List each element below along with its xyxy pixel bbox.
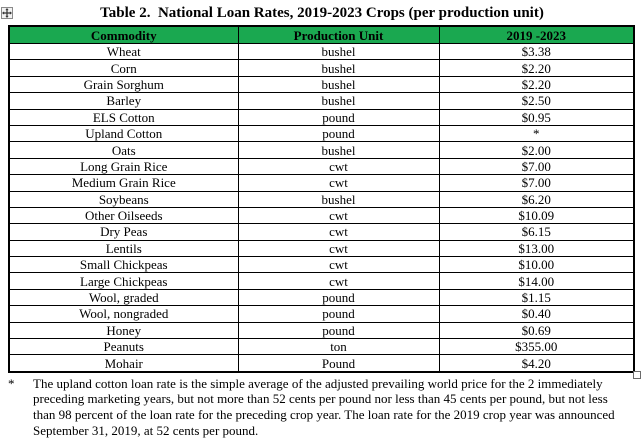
- table-cell: $0.40: [438, 305, 635, 323]
- table-cell: bushel: [237, 92, 440, 110]
- table-cell: Mohair: [8, 354, 239, 373]
- table-cell: $14.00: [438, 272, 635, 290]
- table-cell: $7.00: [438, 174, 635, 192]
- footnote-text: The upland cotton loan rate is the simpl…: [33, 376, 615, 438]
- footnote: * The upland cotton loan rate is the sim…: [8, 376, 618, 438]
- table-cell: Barley: [8, 92, 239, 110]
- table-row: Wool, graded pound $1.15: [8, 288, 635, 307]
- table-cell: *: [438, 124, 635, 143]
- table-cell: Wheat: [8, 42, 239, 61]
- table-cell: Upland Cotton: [8, 124, 239, 143]
- table-cell: $0.69: [438, 321, 635, 340]
- table-resize-handle[interactable]: [633, 371, 641, 379]
- footnote-line: preceding marketing years, but not more …: [33, 391, 608, 407]
- footnote-line: than 98 percent of the loan rate for the…: [33, 407, 615, 422]
- table-cell: pound: [237, 305, 440, 323]
- table-row: Dry Peas cwt $6.15: [8, 223, 635, 241]
- table-row: ELS Cotton pound $0.95: [8, 108, 635, 126]
- table-cell: $2.20: [438, 75, 635, 94]
- table-row: Peanuts ton $355.00: [8, 338, 635, 356]
- table-cell: ton: [237, 338, 440, 356]
- table-cell: Grain Sorghum: [8, 75, 239, 94]
- table-row: Wool, nongraded pound $0.40: [8, 305, 635, 323]
- table-row: Lentils cwt $13.00: [8, 239, 635, 258]
- table-cell: pound: [237, 124, 440, 143]
- table-cell: Large Chickpeas: [8, 272, 239, 290]
- table-row: Barley bushel $2.50: [8, 92, 635, 110]
- table-cell: Wool, graded: [8, 288, 239, 307]
- footnote-line: The upland cotton loan rate is the simpl…: [33, 375, 603, 391]
- table-cell: Other Oilseeds: [8, 206, 239, 225]
- table-row: Large Chickpeas cwt $14.00: [8, 272, 635, 290]
- table-move-handle-icon[interactable]: [1, 7, 13, 19]
- footnote-line: September 31, 2019, at 52 cents per poun…: [33, 422, 259, 438]
- table-row: Small Chickpeas cwt $10.00: [8, 256, 635, 274]
- table-cell: $4.20: [438, 354, 635, 373]
- table-cell: $10.00: [438, 256, 635, 274]
- table-cell: $3.38: [438, 42, 635, 61]
- table-cell: Medium Grain Rice: [8, 174, 239, 192]
- table-cell: cwt: [237, 239, 440, 258]
- table-cell: pound: [237, 288, 440, 307]
- table-cell: Small Chickpeas: [8, 256, 239, 274]
- table-cell: cwt: [237, 272, 440, 290]
- table-cell: $13.00: [438, 239, 635, 258]
- table-header-row: Commodity Production Unit 2019 -2023: [8, 25, 635, 44]
- table-cell: cwt: [237, 174, 440, 192]
- table-cell: Wool, nongraded: [8, 305, 239, 323]
- table-cell: bushel: [237, 190, 440, 208]
- table-cell: $10.09: [438, 206, 635, 225]
- table-cell: cwt: [237, 256, 440, 274]
- table-cell: Pound: [237, 354, 440, 373]
- table-row: Upland Cotton pound *: [8, 124, 635, 143]
- four-way-arrow-icon: [2, 8, 12, 18]
- table-cell: $2.50: [438, 92, 635, 110]
- footnote-marker: *: [8, 375, 15, 391]
- table-cell: pound: [237, 321, 440, 340]
- table-cell: Lentils: [8, 239, 239, 258]
- table-row: Grain Sorghum bushel $2.20: [8, 75, 635, 94]
- table-cell: bushel: [237, 141, 440, 159]
- table-row: Wheat bushel $3.38: [8, 42, 635, 61]
- table-cell: Soybeans: [8, 190, 239, 208]
- table-row: Mohair Pound $4.20: [8, 354, 635, 373]
- table-cell: cwt: [237, 223, 440, 241]
- table-cell: bushel: [237, 75, 440, 94]
- table-cell: Dry Peas: [8, 223, 239, 241]
- table-row: Medium Grain Rice cwt $7.00: [8, 174, 635, 192]
- column-header-years: 2019 -2023: [438, 25, 635, 44]
- table-cell: bushel: [237, 59, 440, 77]
- table-row: Soybeans bushel $6.20: [8, 190, 635, 208]
- column-header-commodity: Commodity: [8, 25, 239, 44]
- table-cell: $6.20: [438, 190, 635, 208]
- page-title: Table 2. National Loan Rates, 2019-2023 …: [100, 5, 544, 21]
- table-cell: Corn: [8, 59, 239, 77]
- table-row: Corn bushel $2.20: [8, 59, 635, 77]
- table-cell: Long Grain Rice: [8, 157, 239, 176]
- table-cell: Oats: [8, 141, 239, 159]
- table-cell: $355.00: [438, 338, 635, 356]
- loan-rates-table: Commodity Production Unit 2019 -2023 Whe…: [8, 25, 635, 373]
- table-cell: $0.95: [438, 108, 635, 126]
- table-row: Other Oilseeds cwt $10.09: [8, 206, 635, 225]
- table-cell: cwt: [237, 206, 440, 225]
- table-cell: Peanuts: [8, 338, 239, 356]
- table-cell: pound: [237, 108, 440, 126]
- table-row: Oats bushel $2.00: [8, 141, 635, 159]
- table-cell: Honey: [8, 321, 239, 340]
- table-cell: $2.20: [438, 59, 635, 77]
- table-row: Long Grain Rice cwt $7.00: [8, 157, 635, 176]
- column-header-production-unit: Production Unit: [237, 25, 440, 44]
- table-cell: ELS Cotton: [8, 108, 239, 126]
- table-cell: $2.00: [438, 141, 635, 159]
- table-row: Honey pound $0.69: [8, 321, 635, 340]
- table-cell: cwt: [237, 157, 440, 176]
- table-cell: $1.15: [438, 288, 635, 307]
- table-cell: $7.00: [438, 157, 635, 176]
- table-cell: bushel: [237, 42, 440, 61]
- table-cell: $6.15: [438, 223, 635, 241]
